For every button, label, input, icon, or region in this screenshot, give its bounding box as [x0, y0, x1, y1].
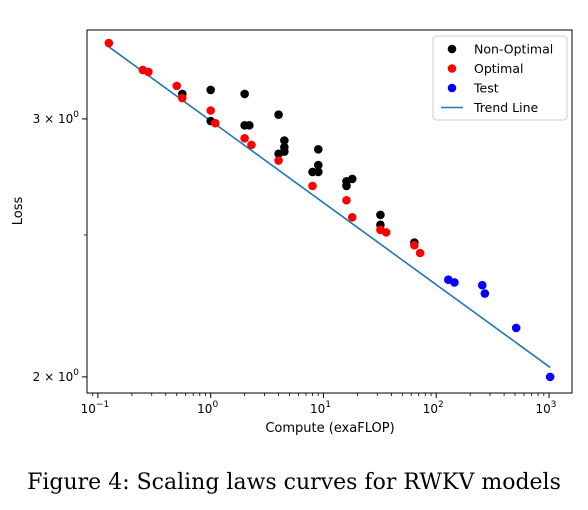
optimal-point	[308, 181, 317, 191]
x-tick-label: 103	[535, 400, 556, 416]
y-axis-label: Loss	[11, 197, 26, 226]
x-tick-label: 102	[423, 400, 444, 416]
optimal-point	[381, 228, 391, 237]
non-optimal-point	[342, 181, 351, 191]
points-layer	[104, 38, 555, 382]
legend-test-swatch	[447, 83, 457, 93]
optimal-point	[274, 156, 283, 165]
scaling-law-chart: 10−1 100 101 102 103 3 × 100 2 × 100 Compute (…	[11, 29, 573, 436]
legend: Non-Optimal Optimal Test Trend Line	[432, 35, 568, 121]
optimal-point	[410, 240, 419, 250]
legend-non-optimal-label: Non-Optimal	[474, 42, 553, 57]
plot-frame	[86, 29, 573, 394]
optimal-point	[144, 67, 153, 77]
x-axis-label: Compute (exaFLOP)	[265, 421, 394, 436]
x-tick-label: 100	[197, 400, 218, 416]
optimal-point	[342, 195, 351, 205]
optimal-point	[415, 248, 425, 258]
optimal-point	[104, 38, 114, 48]
optimal-point	[177, 93, 187, 103]
y-tick-label: 3 × 100	[33, 110, 80, 126]
y-tick-label: 2 × 100	[33, 368, 80, 384]
legend-optimal-label: Optimal	[474, 61, 523, 76]
non-optimal-point	[206, 85, 215, 95]
legend-non-optimal-swatch	[447, 44, 457, 54]
axis-ticks: 10−1 100 101 102 103 3 × 100 2 × 100	[33, 110, 557, 416]
x-tick-label: 10−1	[81, 400, 110, 416]
legend-test-label: Test	[473, 81, 499, 96]
optimal-point	[172, 81, 182, 91]
optimal-point	[206, 106, 215, 115]
test-point	[450, 278, 459, 287]
test-point	[477, 280, 487, 290]
optimal-point	[247, 140, 256, 150]
non-optimal-point	[240, 89, 249, 99]
non-optimal-point	[308, 167, 317, 177]
non-optimal-point	[274, 149, 283, 159]
non-optimal-point	[376, 210, 385, 220]
legend-frame	[432, 35, 568, 121]
test-point	[545, 372, 555, 382]
non-optimal-point	[313, 160, 323, 170]
figure-caption: Figure 4: Scaling laws curves for RWKV m…	[27, 470, 561, 495]
optimal-point	[240, 134, 249, 143]
optimal-point	[211, 118, 220, 128]
optimal-point	[347, 213, 357, 222]
plot-area: 10−1 100 101 102 103 3 × 100 2 × 100	[33, 29, 573, 416]
test-point	[480, 289, 490, 298]
x-tick-label: 101	[310, 400, 331, 416]
non-optimal-point	[280, 136, 289, 145]
test-point	[511, 323, 521, 333]
non-optimal-point	[245, 121, 254, 130]
non-optimal-point	[274, 110, 283, 119]
non-optimal-point	[347, 174, 357, 184]
legend-optimal-swatch	[447, 64, 457, 73]
legend-trend-line-label: Trend Line	[473, 100, 539, 115]
non-optimal-point	[313, 145, 323, 154]
